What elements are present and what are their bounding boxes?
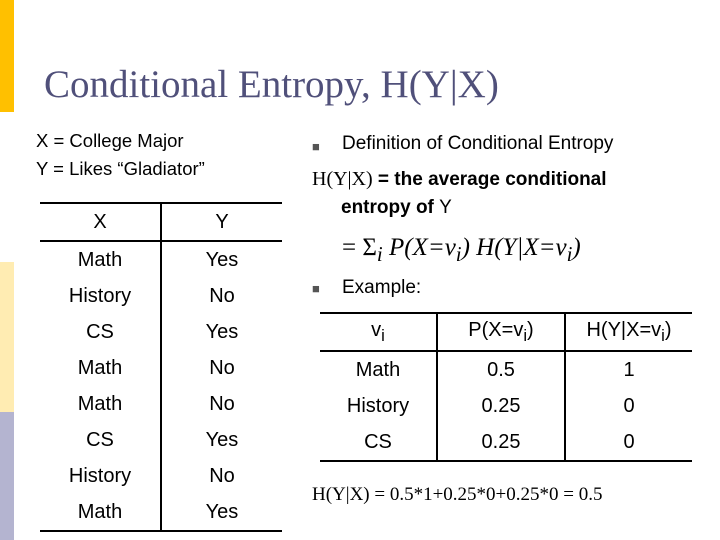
y-value-cell: Yes: [205, 248, 239, 271]
xy-data-table: X Y Math Yes History No CS Yes Math No Math No CS Yes…: [40, 202, 282, 532]
variable-definitions: X = College Major Y = Likes “Gladiator”: [36, 127, 205, 183]
y-value-cell: No: [209, 356, 235, 379]
y-value-cell: No: [209, 464, 235, 487]
x-value-cell: CS: [40, 314, 162, 350]
example-label: Example:: [342, 277, 422, 298]
table-row: Math No: [40, 350, 282, 386]
example-header-cell: P(X=vi): [437, 312, 566, 352]
entropy-cell: 0: [565, 424, 692, 462]
x-definition: X = College Major: [36, 130, 184, 151]
table-row: CS Yes: [40, 314, 282, 350]
table-row: CS 0.25 0: [320, 424, 692, 462]
value-cell: History: [320, 388, 438, 424]
left-bar-segment-top: [0, 0, 14, 112]
entropy-cell: 1: [623, 358, 635, 381]
entropy-cell: 0: [623, 394, 635, 417]
y-value-cell: No: [209, 284, 235, 307]
example-header-cell: vi: [320, 312, 438, 352]
y-value-cell: No: [209, 392, 235, 415]
value-cell: Math: [320, 351, 438, 388]
y-value-cell: Yes: [205, 320, 239, 343]
table-row: CS Yes: [40, 422, 282, 458]
table-row: Math No: [40, 386, 282, 422]
definition-line-2-text: entropy of: [341, 197, 440, 218]
table-row: History 0.25 0: [320, 388, 692, 424]
y-value-cell: Yes: [161, 494, 282, 532]
conditional-entropy-symbol: H(Y|X): [312, 168, 373, 190]
slide-title: Conditional Entropy, H(Y|X): [44, 63, 499, 106]
y-definition: Y = Likes “Gladiator”: [36, 158, 205, 179]
value-cell: CS: [320, 424, 438, 462]
left-bar-segment-white: [0, 112, 14, 262]
x-value-cell: Math: [40, 350, 162, 386]
x-value-cell: History: [40, 458, 162, 494]
square-bullet-icon: ■: [312, 139, 320, 154]
xy-header-cell: X: [40, 202, 162, 242]
table-row: Math 0.5 1: [320, 351, 692, 388]
definition-line-1-text: = the average conditional: [372, 169, 607, 190]
conditional-entropy-formula: = Σi P(X=vi) H(Y|X=vi): [342, 234, 581, 266]
table-row: Math Yes: [40, 241, 282, 278]
result-equation: H(Y|X) = 0.5*1+0.25*0+0.25*0 = 0.5: [312, 484, 603, 505]
x-value-cell: CS: [40, 422, 162, 458]
definition-line-2: entropy of Y: [341, 197, 452, 219]
definition-heading: Definition of Conditional Entropy: [342, 133, 614, 154]
square-bullet-icon: ■: [312, 281, 320, 296]
x-value-cell: Math: [40, 494, 162, 532]
example-table: vi P(X=vi) H(Y|X=vi) Math 0.5 1 History 0.25 0 CS…: [320, 312, 692, 462]
probability-cell: 0.25: [437, 388, 566, 424]
left-bar-segment-middle: [0, 262, 14, 412]
example-header-cell: H(Y|X=vi): [565, 312, 692, 352]
left-decorative-bar: [0, 0, 14, 540]
x-value-cell: Math: [40, 386, 162, 422]
definition-line-1: H(Y|X) = the average conditional: [312, 168, 607, 191]
table-row: History No: [40, 278, 282, 314]
table-row: Math Yes: [40, 494, 282, 532]
xy-header-cell: Y: [161, 202, 282, 242]
example-header-row: vi P(X=vi) H(Y|X=vi): [320, 312, 692, 352]
left-bar-segment-bottom: [0, 412, 14, 540]
probability-cell: 0.5: [437, 351, 566, 388]
table-row: History No: [40, 458, 282, 494]
x-value-cell: Math: [40, 241, 162, 278]
y-value-cell: Yes: [205, 428, 239, 451]
x-value-cell: History: [40, 278, 162, 314]
probability-cell: 0.25: [437, 424, 566, 462]
definition-line-2-var: Y: [439, 197, 452, 218]
